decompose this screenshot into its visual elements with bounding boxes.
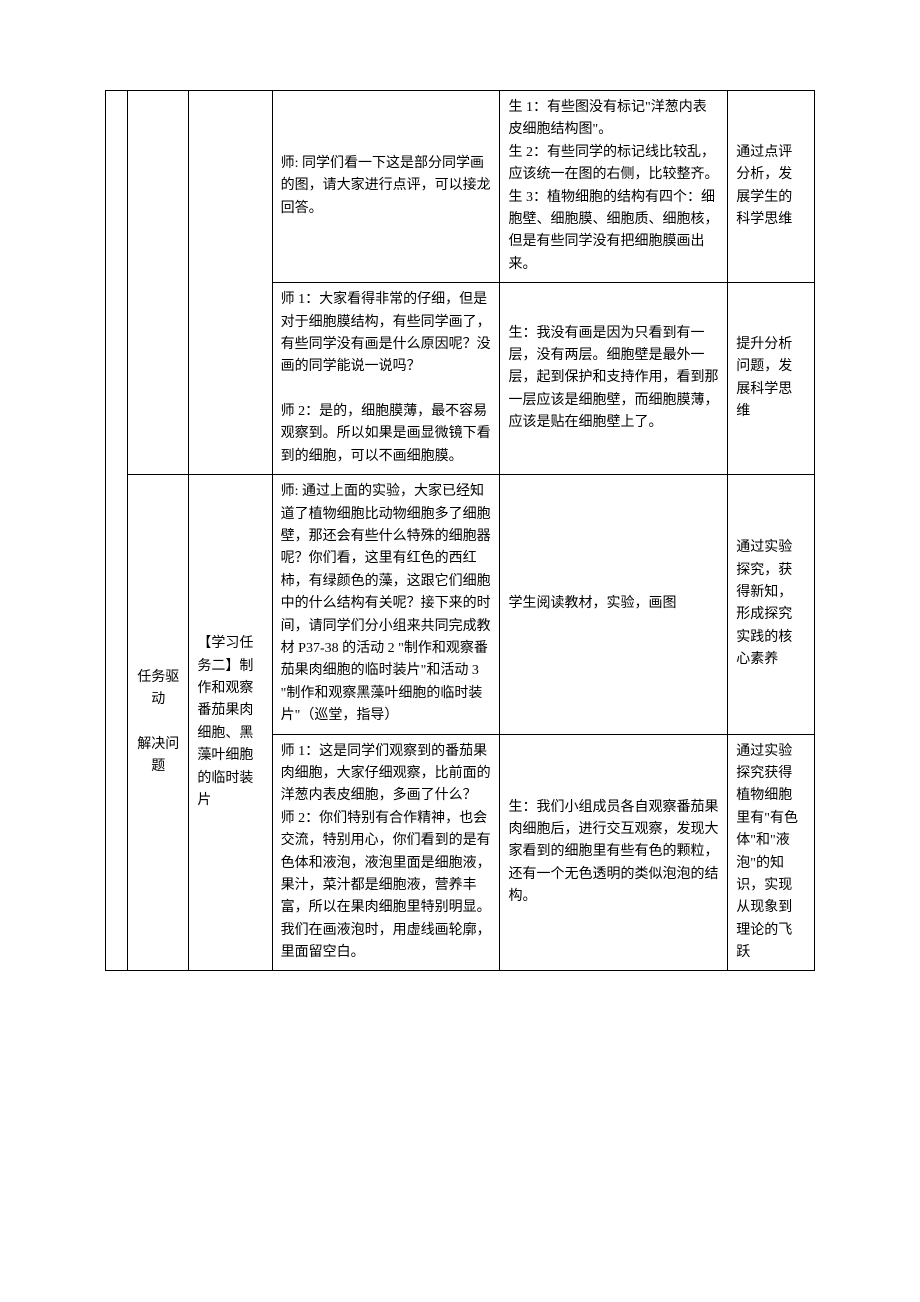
cell-design-intent: 通过实验探究获得植物细胞里有"有色体"和"液泡"的知识，实现从现象到理论的飞跃: [728, 734, 815, 971]
cell-teacher-activity: 师: 通过上面的实验，大家已经知道了植物细胞比动物细胞多了细胞壁，那还会有些什么…: [272, 475, 500, 734]
cell-teacher-activity: 师 1：大家看得非常的仔细，但是对于细胞膜结构，有些同学画了，有些同学没有画是什…: [272, 283, 500, 475]
cell-teacher-activity: 师 1：这是同学们观察到的番茄果肉细胞，大家仔细观察，比前面的洋葱内表皮细胞，多…: [272, 734, 500, 971]
cell-student-activity: 学生阅读教材，实验，画图: [500, 475, 728, 734]
cell-student-activity: 生：我没有画是因为只看到有一层，没有两层。细胞壁是最外一层，起到保护和支持作用，…: [500, 283, 728, 475]
cell-section-label: 任务驱动解决问题: [128, 475, 189, 971]
cell-design-intent: 通过点评分析，发展学生的科学思维: [728, 91, 815, 283]
cell-student-activity: 生：我们小组成员各自观察番茄果肉细胞后，进行交互观察，发现大家看到的细胞里有些有…: [500, 734, 728, 971]
cell-task-label: 【学习任务二】制作和观察番茄果肉细胞、黑藻叶细胞的临时装片: [189, 475, 272, 971]
cell-col-c-top: [189, 91, 272, 475]
cell-col-b-top: [128, 91, 189, 475]
cell-col-a: [106, 91, 128, 971]
cell-design-intent: 提升分析问题，发展科学思维: [728, 283, 815, 475]
cell-student-activity: 生 1：有些图没有标记"洋葱内表皮细胞结构图"。生 2：有些同学的标记线比较乱，…: [500, 91, 728, 283]
cell-design-intent: 通过实验探究，获得新知，形成探究实践的核心素养: [728, 475, 815, 734]
cell-teacher-activity: 师: 同学们看一下这是部分同学画的图，请大家进行点评，可以接龙回答。: [272, 91, 500, 283]
table-row: 任务驱动解决问题 【学习任务二】制作和观察番茄果肉细胞、黑藻叶细胞的临时装片 师…: [106, 475, 815, 734]
table-row: 师: 同学们看一下这是部分同学画的图，请大家进行点评，可以接龙回答。 生 1：有…: [106, 91, 815, 283]
lesson-plan-table: 师: 同学们看一下这是部分同学画的图，请大家进行点评，可以接龙回答。 生 1：有…: [105, 90, 815, 971]
